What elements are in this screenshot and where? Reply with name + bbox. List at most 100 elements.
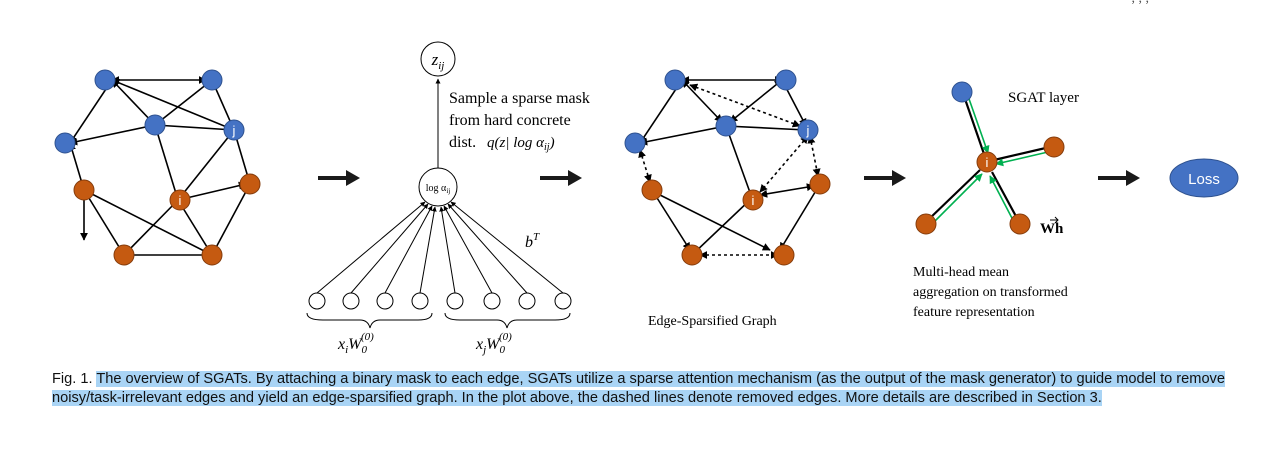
blue-node <box>664 69 686 91</box>
orange-node-i <box>169 189 191 211</box>
orange-node <box>1009 213 1031 235</box>
left-brace <box>306 312 433 329</box>
graph-edge <box>725 122 807 134</box>
sparsified-graph-nodes <box>624 69 831 266</box>
neighbor-edge <box>991 171 1019 221</box>
overview-figure: j i zij log αij Sa <box>54 41 1239 356</box>
graph-edge <box>69 122 156 146</box>
flow-arrow <box>540 170 582 186</box>
sgat-layer-nodes <box>915 81 1065 235</box>
node-label-j: j <box>806 123 810 138</box>
attention-edge <box>989 175 1015 223</box>
graph-edge <box>211 183 251 256</box>
flow-arrow <box>864 170 906 186</box>
blue-node <box>54 132 76 154</box>
input-neuron <box>376 292 394 310</box>
attention-edge <box>931 173 983 225</box>
flow-arrow <box>318 170 360 186</box>
orange-node <box>73 179 95 201</box>
node-label-i: i <box>986 155 989 170</box>
orange-node <box>809 173 831 195</box>
top-mark: , , , <box>1132 0 1150 7</box>
input-neuron <box>483 292 501 310</box>
loss-node <box>1169 158 1239 198</box>
figure-caption: Fig. 1. The overview of SGATs. By attach… <box>52 370 1237 408</box>
sgat-description-line-3: feature representation <box>913 305 1035 320</box>
removed-edges <box>638 83 821 259</box>
input-edges <box>316 201 564 294</box>
log-alpha-node <box>418 167 458 207</box>
bias-label: bT <box>525 231 540 251</box>
center-node-i <box>976 151 998 173</box>
blue-node-j <box>797 119 819 141</box>
sgat-layer-title: SGAT layer <box>1008 90 1079 106</box>
log-alpha-label: log αij <box>426 183 450 195</box>
node-label-i: i <box>179 193 182 208</box>
node-label-j: j <box>232 123 236 138</box>
blue-node <box>201 69 223 91</box>
blue-node <box>144 114 166 136</box>
input-neuron <box>554 292 572 310</box>
orange-node <box>113 244 135 266</box>
blue-node <box>775 69 797 91</box>
flow-arrow <box>1098 170 1140 186</box>
graph-edge <box>724 125 754 199</box>
attention-edge <box>967 95 990 154</box>
caption-text: The overview of SGATs. By attaching a bi… <box>52 371 1225 406</box>
z-node <box>420 41 456 77</box>
input-neuron <box>411 292 429 310</box>
neighbor-edge <box>927 169 981 221</box>
sgat-layer <box>927 95 1051 225</box>
input-neuron <box>518 292 536 310</box>
sgat-description-line-2: aggregation on transformed <box>913 285 1068 300</box>
xj-w0-label: xjW0(0) <box>475 331 512 356</box>
sgat-description-line-1: Multi-head mean <box>913 265 1009 280</box>
mask-generator <box>306 41 572 329</box>
sparsified-graph-caption: Edge-Sparsified Graph <box>648 314 777 329</box>
neighbor-edge <box>962 95 986 155</box>
orange-node <box>641 179 663 201</box>
blue-node <box>624 132 646 154</box>
orange-node <box>201 244 223 266</box>
removed-edge <box>638 149 652 183</box>
orange-node <box>773 244 795 266</box>
sample-text-line-3: dist. <box>449 134 476 151</box>
right-brace <box>444 312 571 329</box>
graph-edge <box>154 79 213 126</box>
graph-edge <box>681 79 723 123</box>
input-neuron <box>308 292 326 310</box>
wh-label: Wh <box>1040 221 1064 237</box>
blue-node <box>94 69 116 91</box>
graph-edge <box>779 183 821 251</box>
removed-edge <box>807 135 821 177</box>
graph-edge <box>123 199 179 256</box>
orange-node-i <box>742 189 764 211</box>
orange-node <box>915 213 937 235</box>
blue-node-j <box>223 119 245 141</box>
node-label-i: i <box>752 193 755 208</box>
attention-edge <box>995 151 1049 167</box>
graph-edge <box>729 79 783 123</box>
input-neuron <box>342 292 360 310</box>
input-graph-nodes <box>54 69 261 266</box>
xi-w0-label: xiW0(0) <box>337 331 374 356</box>
removed-edge <box>759 135 809 193</box>
z-node-label: zij <box>431 50 445 72</box>
blue-node <box>951 81 973 103</box>
input-neurons <box>308 292 572 310</box>
neighbor-edge <box>993 145 1051 162</box>
graph-edge <box>659 194 771 251</box>
input-graph <box>68 76 252 259</box>
sample-text-line-2: from hard concrete <box>449 112 571 129</box>
orange-node <box>1043 136 1065 158</box>
graph-edge <box>639 123 727 146</box>
removed-edge <box>689 83 801 128</box>
orange-node <box>239 173 261 195</box>
caption-label: Fig. 1. <box>52 371 93 387</box>
vector-arrow-icon <box>1050 216 1059 224</box>
graph-edge <box>759 183 815 198</box>
graph-edge <box>153 124 180 201</box>
sparsified-graph <box>639 76 821 256</box>
blue-node <box>715 115 737 137</box>
graph-edge <box>651 189 691 251</box>
